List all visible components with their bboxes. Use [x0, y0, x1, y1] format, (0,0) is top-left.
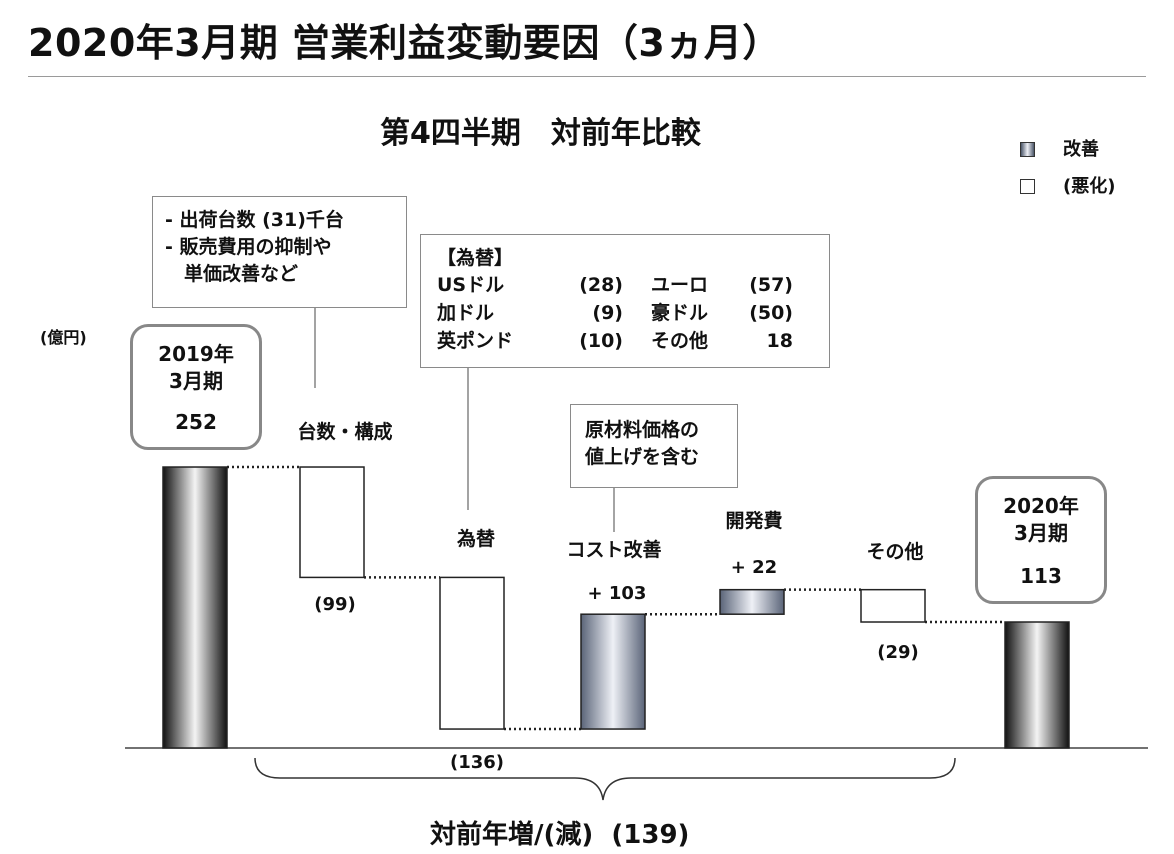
cost-note-line: 原材料価格の	[585, 419, 700, 441]
improve-swatch-icon	[1020, 142, 1035, 157]
worsen-bar	[860, 588, 926, 623]
value-label: (99)	[314, 594, 356, 615]
category-label: その他	[866, 540, 923, 563]
improve-bar	[580, 613, 646, 730]
total-change-label: 対前年増/(減) (139)	[430, 814, 689, 851]
unit-label: (億円)	[40, 328, 87, 347]
title-divider	[28, 76, 1146, 77]
fx-currency: USドル	[437, 274, 505, 296]
fx-value: (28)	[579, 274, 623, 296]
volume-note-box: - 出荷台数 (31)千台 - 販売費用の抑制や 単価改善など	[152, 196, 407, 308]
legend-worsen-label: (悪化)	[1063, 176, 1116, 197]
chart-bars	[162, 466, 1070, 749]
fx-currency: 加ドル	[437, 302, 495, 324]
fx-value: (57)	[749, 274, 793, 296]
category-label: コスト改善	[566, 538, 661, 561]
worsen-bar	[439, 576, 505, 730]
end-box-period: 3月期	[1014, 521, 1068, 545]
fx-note-box: 【為替】 USドル (28) ユーロ (57) 加ドル (9) 豪ドル (50)…	[420, 234, 830, 368]
value-label: + 22	[731, 557, 777, 578]
total-change-caption: 対前年増/(減)	[430, 820, 594, 850]
worsen-swatch-icon	[1020, 179, 1035, 194]
start-box-year: 2019年	[158, 342, 234, 366]
value-label: (136)	[450, 752, 504, 773]
legend-worsen: (悪化)	[1020, 172, 1115, 198]
category-label: 為替	[457, 527, 496, 550]
end-box-value: 113	[1020, 564, 1062, 588]
legend-improve: 改善	[1020, 135, 1099, 161]
cost-note-box: 原材料価格の 値上げを含む	[570, 404, 738, 488]
total-change-value: (139)	[611, 820, 690, 850]
value-label: (29)	[877, 642, 919, 663]
fx-value: (50)	[749, 302, 793, 324]
fx-currency: その他	[651, 330, 709, 352]
total-bar	[162, 466, 228, 749]
fx-currency: ユーロ	[651, 274, 709, 296]
category-label: 開発費	[725, 509, 782, 532]
fx-table: USドル (28) ユーロ (57) 加ドル (9) 豪ドル (50) 英ポンド…	[437, 272, 813, 355]
start-total-box: 2019年 3月期 252	[130, 324, 262, 450]
volume-note-line: - 出荷台数 (31)千台	[165, 209, 344, 231]
chart-subtitle: 第4四半期 対前年比較	[380, 116, 701, 151]
improve-bar	[719, 588, 785, 615]
end-total-box: 2020年 3月期 113	[975, 476, 1107, 604]
fx-value: (10)	[579, 330, 623, 352]
cost-note-line: 値上げを含む	[585, 446, 700, 468]
end-box-year: 2020年	[1003, 494, 1079, 518]
legend-improve-label: 改善	[1063, 139, 1099, 160]
total-bar	[1004, 621, 1070, 749]
value-label: + 103	[588, 583, 647, 604]
category-label: 台数・構成	[297, 420, 392, 443]
start-box-period: 3月期	[169, 369, 223, 393]
volume-note-line: - 販売費用の抑制や	[165, 236, 332, 258]
page-title: 2020年3月期 営業利益変動要因（3ヵ月）	[28, 21, 781, 65]
fx-note-title: 【為替】	[437, 247, 514, 269]
worsen-bar	[299, 466, 365, 579]
fx-value: 18	[766, 330, 793, 352]
start-box-value: 252	[175, 410, 217, 434]
total-change-brace	[254, 757, 956, 801]
fx-value: (9)	[592, 302, 623, 324]
fx-currency: 豪ドル	[651, 302, 709, 324]
fx-currency: 英ポンド	[437, 330, 514, 352]
volume-note-line: 単価改善など	[165, 263, 299, 285]
chart-guide-lines	[125, 308, 1148, 801]
